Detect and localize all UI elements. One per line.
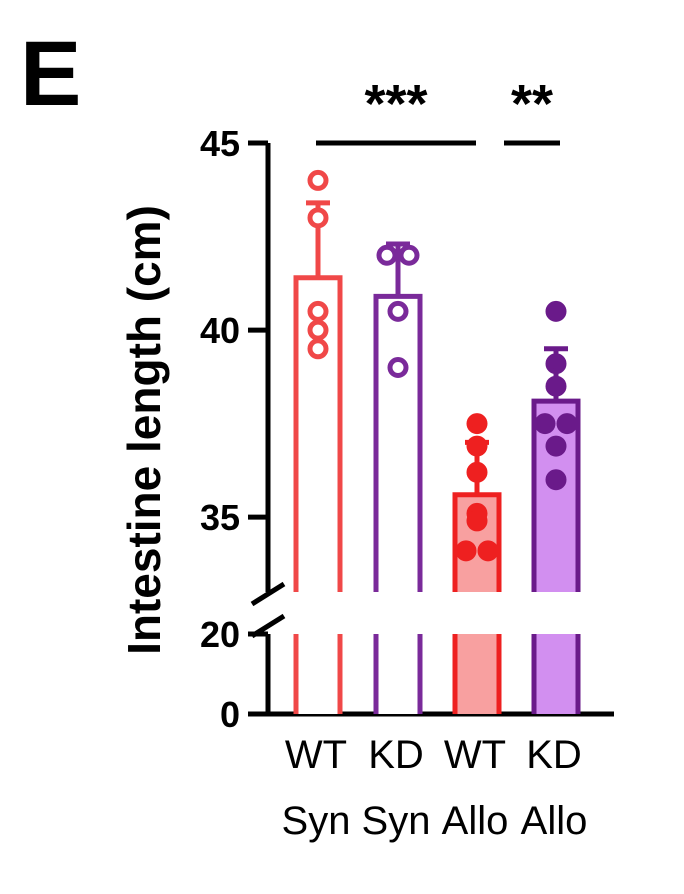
data-point <box>376 244 398 266</box>
axis-break-mark <box>250 581 286 607</box>
data-point <box>387 300 409 322</box>
x-tick-labels: WT Syn KD Syn WT Allo KD Allo <box>282 733 588 843</box>
data-point <box>466 461 488 483</box>
data-point <box>307 319 329 341</box>
significance-annotations: *** ** <box>316 74 560 146</box>
y-tick-label: 40 <box>200 310 240 351</box>
data-point <box>545 375 567 397</box>
data-point <box>545 353 567 375</box>
bar-lower <box>534 634 578 714</box>
y-tick-label: 20 <box>200 614 240 655</box>
x-tick-label: Syn <box>282 799 351 843</box>
data-point <box>466 413 488 435</box>
x-tick-label: Syn <box>362 799 431 843</box>
data-point <box>307 207 329 229</box>
bar <box>376 296 420 592</box>
bar-outline <box>452 492 502 592</box>
data-point <box>466 510 488 532</box>
bar-outline-lower <box>373 634 423 714</box>
bar-outline-lower <box>452 634 502 714</box>
data-point <box>534 413 556 435</box>
significance-label: *** <box>364 74 427 134</box>
data-point <box>455 540 477 562</box>
x-tick-label: KD <box>368 733 424 777</box>
data-point <box>545 469 567 491</box>
data-point <box>556 413 578 435</box>
bar-lower <box>376 634 420 714</box>
data-point <box>545 435 567 457</box>
x-tick-label: Allo <box>442 799 509 843</box>
data-point <box>307 300 329 322</box>
bar-outline-lower <box>531 634 581 714</box>
data-point <box>398 244 420 266</box>
y-axis-label: Intestine length (cm) <box>118 205 170 655</box>
data-point <box>387 357 409 378</box>
y-tick-label: 45 <box>200 123 240 164</box>
bar-group <box>373 241 423 714</box>
data-point <box>466 435 488 457</box>
x-tick-label: KD <box>526 733 582 777</box>
bar-group <box>452 413 502 714</box>
bar-group <box>531 300 581 714</box>
x-tick-label: WT <box>285 733 347 777</box>
x-tick-label: WT <box>444 733 506 777</box>
data-point <box>477 540 499 562</box>
x-tick-label: Allo <box>521 799 588 843</box>
axes: 0 20 35 40 45 <box>200 123 614 735</box>
data-point <box>307 338 329 360</box>
data-point <box>307 169 329 191</box>
y-tick-label: 0 <box>220 694 240 735</box>
bar-outline-lower <box>293 634 343 714</box>
bar-group <box>293 169 343 714</box>
bar-lower <box>455 634 499 714</box>
significance-label: ** <box>511 74 553 134</box>
bar-lower <box>296 634 340 714</box>
bars <box>293 169 581 714</box>
panel-letter: E <box>20 23 81 125</box>
y-tick-label: 35 <box>200 497 240 538</box>
data-point <box>545 300 567 322</box>
